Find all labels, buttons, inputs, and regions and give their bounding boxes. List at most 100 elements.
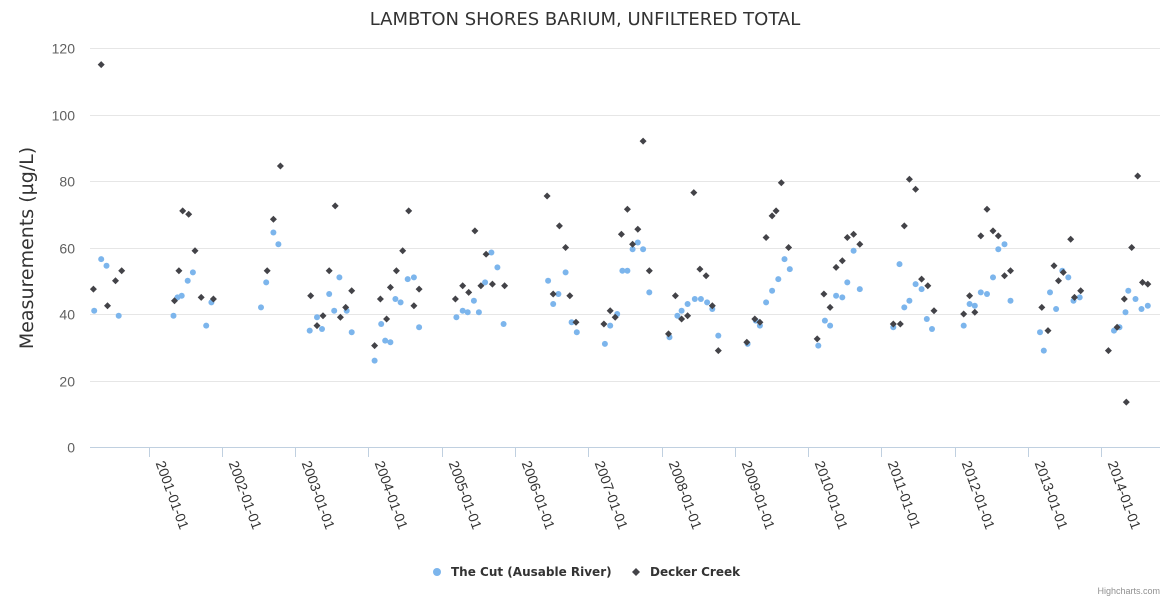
data-point — [678, 307, 685, 314]
data-point — [115, 312, 122, 319]
data-point — [482, 279, 489, 286]
data-point — [1007, 297, 1014, 304]
data-point — [314, 314, 320, 321]
data-point — [601, 340, 608, 347]
data-point — [832, 263, 840, 271]
data-point — [269, 215, 277, 223]
credits-link[interactable]: Highcharts.com — [1097, 586, 1160, 596]
data-point — [1144, 280, 1152, 288]
data-point — [276, 162, 284, 170]
data-point — [751, 315, 759, 323]
data-point — [1037, 329, 1043, 336]
data-point — [197, 293, 205, 301]
data-point — [1139, 278, 1146, 286]
data-point — [319, 312, 327, 320]
data-point — [500, 321, 507, 327]
data-point — [623, 205, 631, 213]
data-point — [704, 299, 711, 306]
data-point — [175, 267, 183, 275]
y-tick-label: 100 — [52, 108, 76, 124]
data-point — [905, 175, 913, 183]
data-point — [785, 244, 793, 251]
data-point — [477, 282, 485, 290]
legend-item-decker-creek[interactable]: Decker Creek — [632, 565, 741, 579]
data-point — [545, 277, 552, 284]
data-point — [371, 357, 378, 364]
legend-item-the-cut[interactable]: The Cut (Ausable River) — [433, 565, 612, 579]
data-point — [971, 302, 978, 309]
data-point — [464, 309, 471, 316]
data-point — [189, 269, 196, 276]
data-point — [702, 272, 710, 280]
data-point — [98, 256, 105, 263]
y-tick-label: 120 — [52, 41, 76, 57]
data-point — [850, 247, 857, 254]
data-point — [708, 302, 716, 310]
data-point — [89, 285, 97, 293]
data-point — [562, 269, 569, 276]
data-point — [572, 318, 580, 326]
data-point — [459, 307, 466, 314]
data-point — [856, 240, 864, 248]
data-point — [501, 282, 509, 290]
data-point — [488, 249, 495, 256]
data-point — [645, 267, 653, 275]
data-point — [331, 202, 339, 210]
data-point — [697, 296, 704, 302]
data-point — [617, 230, 625, 238]
data-point — [821, 317, 828, 324]
data-point — [313, 322, 321, 330]
data-point — [960, 322, 967, 329]
data-point — [1120, 295, 1128, 303]
data-point — [1059, 268, 1067, 276]
data-point — [471, 227, 479, 235]
data-point — [319, 326, 325, 332]
data-point — [607, 322, 614, 329]
data-point — [549, 290, 557, 298]
data-point — [1040, 347, 1047, 354]
data-point — [1001, 272, 1008, 280]
data-point — [900, 222, 908, 230]
y-tick-label: 0 — [67, 440, 75, 456]
data-point — [990, 274, 996, 281]
data-point — [906, 297, 913, 304]
data-point — [665, 330, 672, 338]
data-point — [833, 292, 840, 299]
data-point — [1122, 309, 1129, 316]
data-point — [555, 222, 563, 230]
data-point — [971, 308, 979, 316]
data-point — [896, 320, 904, 328]
y-tick-label: 40 — [59, 307, 75, 323]
data-point — [112, 277, 119, 285]
data-point — [772, 207, 780, 215]
data-point — [1113, 323, 1121, 331]
data-point — [977, 232, 985, 240]
data-point — [786, 266, 793, 273]
data-point — [184, 277, 191, 284]
data-point — [342, 303, 350, 311]
data-point — [399, 247, 407, 255]
data-point — [671, 292, 679, 300]
data-point — [451, 295, 459, 303]
data-point — [775, 276, 782, 283]
data-point — [170, 312, 177, 319]
data-point — [912, 185, 920, 193]
data-point — [715, 332, 722, 339]
data-point — [619, 267, 626, 274]
data-point — [416, 324, 423, 331]
data-point — [606, 307, 614, 315]
data-point — [1067, 235, 1075, 243]
data-point — [844, 279, 851, 286]
data-point — [923, 316, 930, 322]
data-point — [1128, 244, 1136, 251]
data-point — [634, 225, 642, 233]
data-point — [1077, 287, 1085, 295]
data-point — [820, 290, 828, 298]
data-point — [371, 342, 379, 350]
data-point — [494, 264, 501, 271]
data-point — [348, 329, 355, 336]
data-point — [118, 267, 126, 275]
data-point — [562, 244, 570, 251]
data-point — [896, 261, 903, 268]
